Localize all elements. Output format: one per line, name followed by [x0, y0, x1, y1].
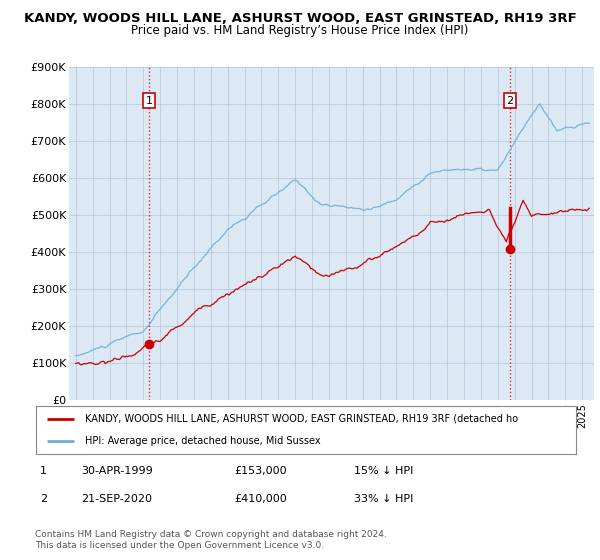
Text: 2: 2	[40, 494, 47, 505]
Text: 2: 2	[506, 96, 514, 105]
Text: KANDY, WOODS HILL LANE, ASHURST WOOD, EAST GRINSTEAD, RH19 3RF (detached ho: KANDY, WOODS HILL LANE, ASHURST WOOD, EA…	[85, 414, 518, 424]
Text: KANDY, WOODS HILL LANE, ASHURST WOOD, EAST GRINSTEAD, RH19 3RF: KANDY, WOODS HILL LANE, ASHURST WOOD, EA…	[23, 12, 577, 25]
Text: HPI: Average price, detached house, Mid Sussex: HPI: Average price, detached house, Mid …	[85, 436, 320, 446]
Text: Contains HM Land Registry data © Crown copyright and database right 2024.
This d: Contains HM Land Registry data © Crown c…	[35, 530, 386, 549]
Text: £410,000: £410,000	[234, 494, 287, 505]
Text: 1: 1	[40, 466, 47, 476]
Text: 33% ↓ HPI: 33% ↓ HPI	[354, 494, 413, 505]
Text: 1: 1	[145, 96, 152, 105]
Text: Price paid vs. HM Land Registry’s House Price Index (HPI): Price paid vs. HM Land Registry’s House …	[131, 24, 469, 36]
Text: 15% ↓ HPI: 15% ↓ HPI	[354, 466, 413, 476]
Text: 30-APR-1999: 30-APR-1999	[81, 466, 153, 476]
Text: 21-SEP-2020: 21-SEP-2020	[81, 494, 152, 505]
Text: £153,000: £153,000	[234, 466, 287, 476]
